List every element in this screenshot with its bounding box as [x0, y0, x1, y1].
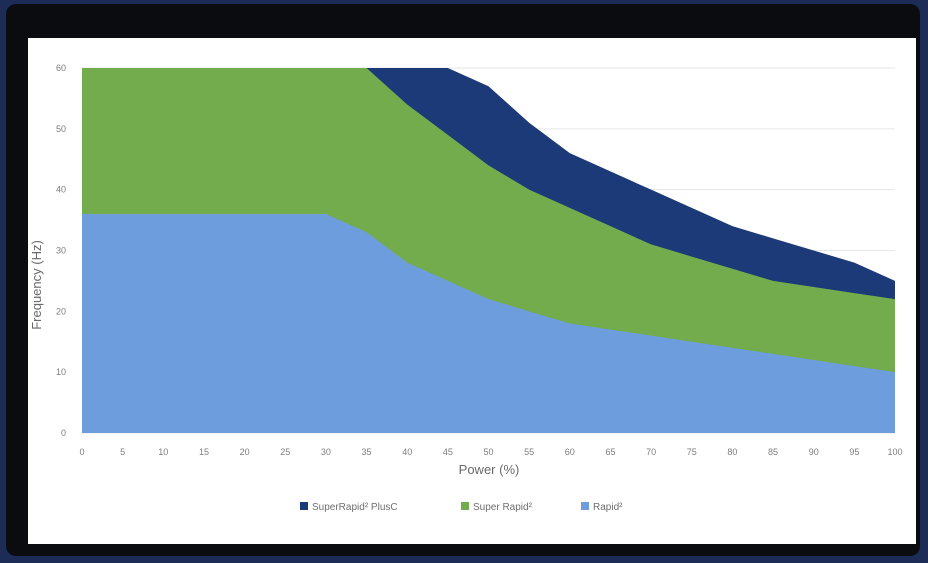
series-area-2: [82, 214, 895, 433]
x-tick-label: 10: [158, 447, 168, 457]
x-tick-labels: 0 5 10 15 20 25 30 35 40 45 50 55 60 65 70 75 80 85 90 95 10…: [79, 447, 902, 457]
x-tick-label: 70: [646, 447, 656, 457]
legend: SuperRapid² PlusC Super Rapid² Rapid²: [300, 502, 623, 513]
x-tick-label: 95: [849, 447, 859, 457]
x-tick-label: 25: [280, 447, 290, 457]
x-tick-label: 90: [809, 447, 819, 457]
legend-label-2: Rapid²: [593, 502, 623, 513]
x-tick-label: 50: [483, 447, 493, 457]
y-tick-label: 30: [56, 246, 66, 256]
x-tick-label: 5: [120, 447, 125, 457]
y-axis-title: Frequency (Hz): [29, 240, 44, 330]
y-tick-label: 20: [56, 306, 66, 316]
y-tick-label: 60: [56, 63, 66, 73]
legend-swatch-1: [461, 502, 469, 510]
y-tick-label: 50: [56, 124, 66, 134]
series-areas: [82, 68, 895, 433]
x-tick-label: 20: [240, 447, 250, 457]
y-tick-label: 40: [56, 185, 66, 195]
x-tick-label: 45: [443, 447, 453, 457]
x-tick-label: 0: [79, 447, 84, 457]
y-tick-label: 0: [61, 428, 66, 438]
y-tick-label: 10: [56, 367, 66, 377]
x-tick-label: 40: [402, 447, 412, 457]
x-tick-label: 15: [199, 447, 209, 457]
legend-label-0: SuperRapid² PlusC: [312, 502, 398, 513]
legend-swatch-0: [300, 502, 308, 510]
x-tick-label: 60: [565, 447, 575, 457]
x-tick-label: 85: [768, 447, 778, 457]
x-tick-label: 75: [687, 447, 697, 457]
y-tick-labels: 0 10 20 30 40 50 60: [56, 63, 66, 438]
x-tick-label: 55: [524, 447, 534, 457]
x-tick-label: 65: [605, 447, 615, 457]
x-tick-label: 35: [362, 447, 372, 457]
x-axis-title: Power (%): [459, 462, 520, 477]
x-tick-label: 30: [321, 447, 331, 457]
legend-label-1: Super Rapid²: [473, 502, 533, 513]
legend-swatch-2: [581, 502, 589, 510]
x-tick-label: 100: [887, 447, 902, 457]
x-tick-label: 80: [727, 447, 737, 457]
